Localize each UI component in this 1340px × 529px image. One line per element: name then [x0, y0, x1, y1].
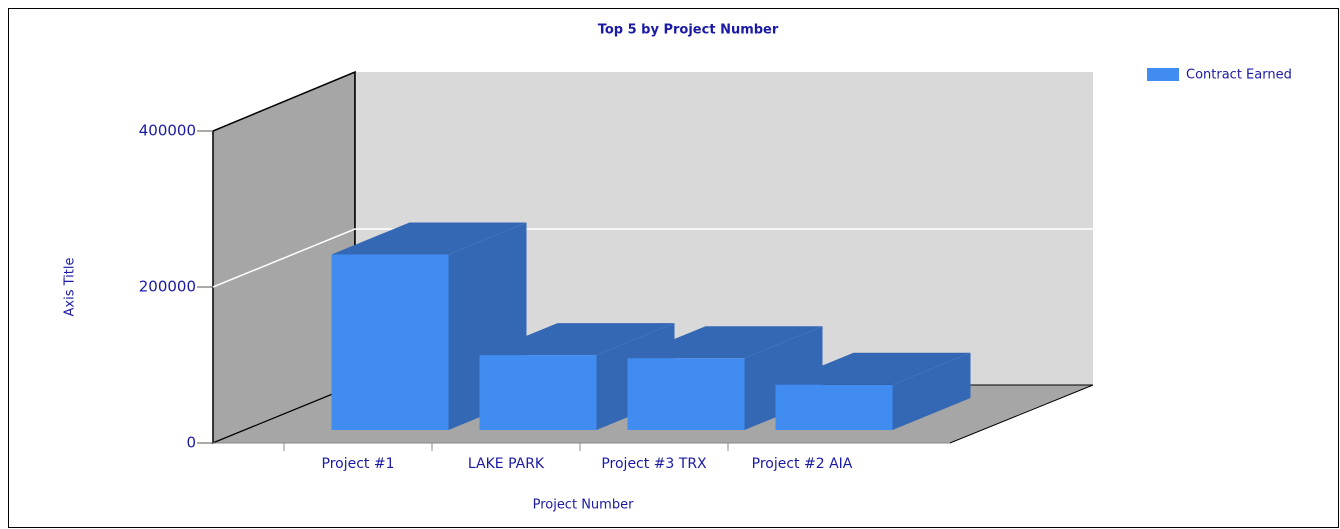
bar — [627, 358, 745, 430]
x-tick-label: Project #3 TRX — [601, 456, 707, 472]
y-tick-label: 200000 — [139, 278, 196, 296]
bar — [775, 384, 893, 430]
legend-label: Contract Earned — [1186, 68, 1292, 83]
bar — [331, 254, 449, 430]
bar-top — [479, 323, 675, 356]
x-tick-label: Project #1 — [322, 456, 395, 472]
bar-top — [627, 326, 823, 359]
bar — [479, 355, 597, 430]
x-axis-title: Project Number — [533, 498, 634, 513]
bar-side — [892, 352, 971, 430]
y-tick-label: 0 — [186, 434, 196, 452]
grid-line — [212, 228, 1093, 288]
bar-top — [331, 222, 527, 255]
bar-top — [775, 352, 971, 385]
y-axis-title: Axis Title — [63, 258, 78, 317]
x-tick-label: Project #2 AIA — [752, 456, 853, 472]
x-tick-label: LAKE PARK — [468, 456, 545, 472]
legend-swatch — [1147, 68, 1179, 81]
chart-title: Top 5 by Project Number — [598, 23, 779, 38]
y-tick-label: 400000 — [139, 122, 196, 140]
